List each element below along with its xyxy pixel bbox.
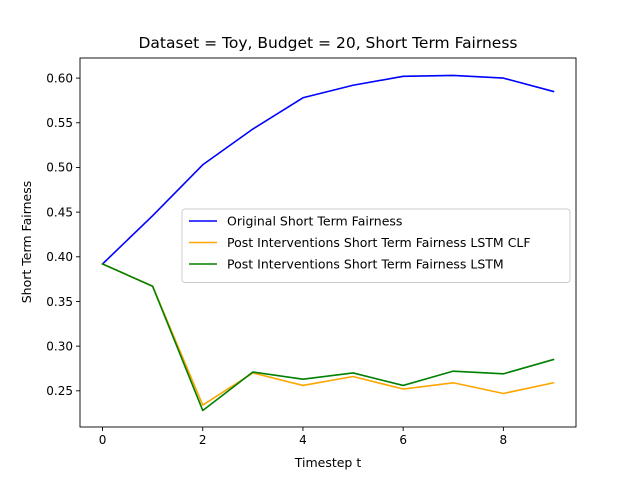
axes-frame (79, 57, 577, 428)
chart-title: Dataset = Toy, Budget = 20, Short Term F… (139, 34, 518, 52)
series-line-0 (101, 74, 555, 266)
axes-layer: 0 2 4 6 8 0.25 0.30 0.35 0.40 0.45 0.50 0.55 0.60 (46, 57, 577, 447)
x-tick-label: 6 (399, 433, 407, 447)
x-tick-label: 0 (99, 433, 107, 447)
series-line-1 (101, 262, 555, 406)
x-tick-label: 4 (299, 433, 307, 447)
legend-label-1: Post Interventions Short Term Fairness L… (227, 235, 531, 250)
x-tick-label: 8 (500, 433, 508, 447)
y-tick-label: 0.55 (46, 116, 73, 130)
y-tick-label: 0.45 (46, 205, 73, 219)
series-layer (101, 74, 555, 412)
y-tick-label: 0.40 (46, 250, 73, 264)
series-line-2 (101, 262, 555, 412)
y-axis-label: Short Term Fairness (19, 181, 34, 304)
y-tick-label: 0.60 (46, 71, 73, 85)
y-tick-label: 0.35 (46, 295, 73, 309)
legend: Original Short Term Fairness Post Interve… (181, 208, 571, 283)
legend-label-0: Original Short Term Fairness (227, 214, 402, 229)
y-tick-label: 0.25 (46, 384, 73, 398)
x-tick-label: 2 (199, 433, 207, 447)
legend-label-2: Post Interventions Short Term Fairness L… (227, 257, 504, 272)
legend-box (181, 208, 571, 283)
y-tick-label: 0.50 (46, 161, 73, 175)
x-axis-label: Timestep t (294, 455, 362, 470)
y-tick-label: 0.30 (46, 339, 73, 353)
